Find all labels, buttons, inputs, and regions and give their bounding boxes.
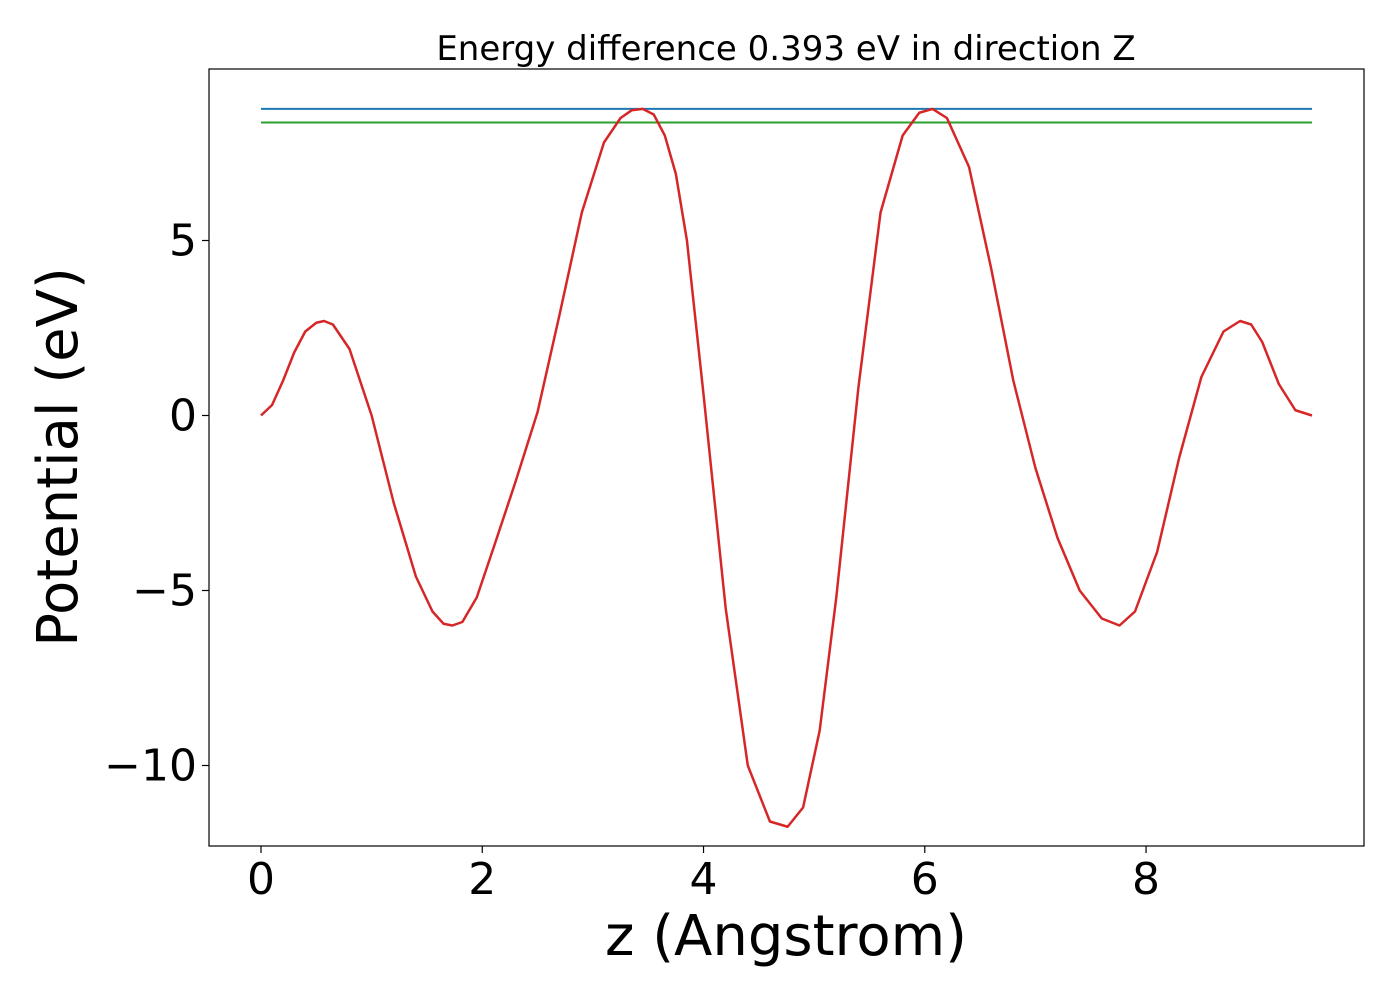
x-axis-label: z (Angstrom) — [605, 904, 967, 969]
y-axis: −10 −5 0 5 — [104, 216, 209, 792]
y-tick-label: −5 — [132, 566, 197, 617]
x-tick-label: 2 — [468, 854, 496, 905]
y-axis-label: Potential (eV) — [26, 267, 91, 647]
x-axis: 0 2 4 6 8 — [247, 846, 1160, 905]
x-tick-label: 4 — [690, 854, 718, 905]
chart-title: Energy difference 0.393 eV in direction … — [436, 29, 1135, 69]
x-tick-label: 0 — [247, 854, 275, 905]
y-tick-label: −10 — [104, 741, 197, 792]
x-tick-label: 8 — [1132, 854, 1160, 905]
plot-area-frame — [208, 68, 1365, 847]
y-tick-label: 5 — [169, 216, 197, 267]
y-tick-label: 0 — [169, 391, 197, 442]
series-line-0 — [260, 107, 1313, 828]
series-layer — [260, 107, 1313, 828]
x-tick-label: 6 — [911, 854, 939, 905]
